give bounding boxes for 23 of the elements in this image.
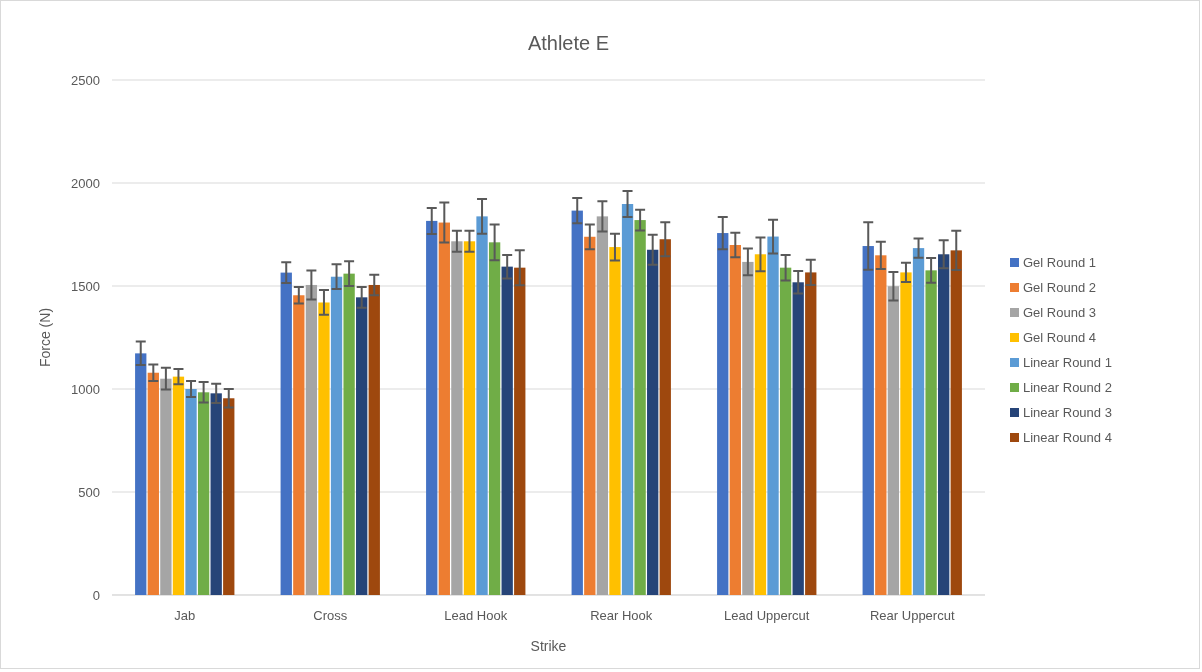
legend-label: Gel Round 3 (1023, 305, 1096, 320)
x-tick-label: Rear Hook (590, 608, 653, 624)
x-tick-label: Lead Uppercut (724, 608, 810, 624)
y-tick-label: 0 (92, 587, 100, 603)
x-tick-label: Rear Uppercut (869, 608, 955, 624)
y-tick-label: 1500 (71, 278, 100, 294)
legend-label: Gel Round 4 (1023, 330, 1096, 345)
y-tick-label: 2500 (71, 72, 100, 88)
y-axis-title: Force (N) (37, 307, 53, 368)
x-tick-label: Lead Hook (444, 608, 508, 624)
legend-label: Linear Round 3 (1023, 405, 1112, 420)
x-tick-label: Cross (313, 608, 348, 624)
y-tick-label: 1000 (71, 381, 100, 397)
legend-label: Gel Round 2 (1023, 280, 1096, 295)
legend-label: Linear Round 4 (1023, 430, 1112, 445)
legend-label: Gel Round 1 (1023, 255, 1096, 270)
y-tick-label: 2000 (71, 175, 100, 191)
x-axis-title: Strike (530, 638, 567, 654)
legend-label: Linear Round 1 (1023, 355, 1112, 370)
y-tick-label: 500 (78, 484, 100, 500)
legend-label: Linear Round 2 (1023, 380, 1112, 395)
x-tick-label: Jab (174, 608, 196, 624)
chart-title: Athlete E (527, 32, 610, 54)
